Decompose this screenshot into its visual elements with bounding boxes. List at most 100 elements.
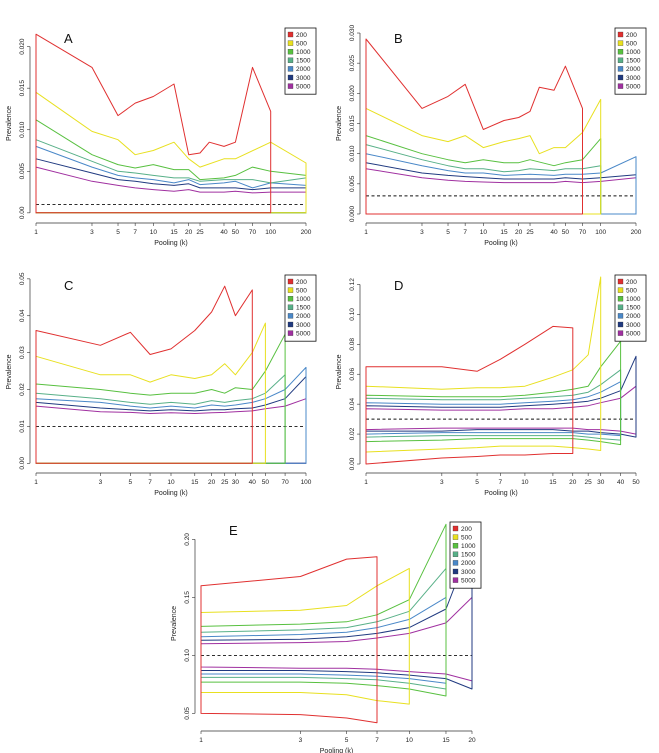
panel-d-legend-label-1500: 1500 xyxy=(626,305,641,312)
panel-d-legend-swatch-3000 xyxy=(617,321,624,328)
panel-c-legend-swatch-5000 xyxy=(287,330,294,336)
panel-a-legend-label-1500: 1500 xyxy=(296,58,311,65)
panel-d-y-tick-label: 0.00 xyxy=(349,457,356,470)
panel-d-series-1000-band xyxy=(365,340,622,446)
panel-a-series-200-band xyxy=(35,33,272,214)
panel-c-legend-swatch-200 xyxy=(287,278,294,285)
panel-b-legend-label-500: 500 xyxy=(626,40,637,47)
panel-c-x-tick-label: 30 xyxy=(232,479,240,486)
panel-e-label: E xyxy=(229,523,238,538)
panel-d-legend-label-2000: 2000 xyxy=(626,313,641,320)
panel-a-legend-label-500: 500 xyxy=(296,40,307,47)
panel-a-legend-swatch-2000 xyxy=(287,66,294,72)
panel-a-legend-swatch-1500 xyxy=(287,57,294,63)
panel-a-series-5000-band xyxy=(35,166,307,214)
panel-b-x-tick-label: 50 xyxy=(562,229,570,236)
panel-c-y-tick-label: 0.03 xyxy=(19,346,26,359)
panel-e-legend-swatch-500 xyxy=(452,534,459,540)
panel-a-x-tick-label: 7 xyxy=(133,229,137,236)
panel-c-y-axis-title: Prevalence xyxy=(6,354,13,389)
panel-e-legend-swatch-1000 xyxy=(452,543,459,549)
panel-d-x-tick-label: 25 xyxy=(585,479,593,486)
panel-d-y-axis-title: Prevalence xyxy=(336,354,343,389)
panel-c-y-tick-label: 0.02 xyxy=(19,383,26,396)
panel-d-series-2000-band xyxy=(365,381,622,437)
panel-e-legend-label-500: 500 xyxy=(461,534,472,541)
panel-b-series-200-band xyxy=(365,38,583,215)
panel-a-legend-box xyxy=(284,27,317,95)
panel-e-y-tick-label: 0.05 xyxy=(184,707,191,720)
panel-c-x-tick-label: 20 xyxy=(208,479,216,486)
panel-c-x-tick-label: 10 xyxy=(167,479,175,486)
panel-a-x-tick-label: 100 xyxy=(265,229,276,236)
panel-a-x-axis-title: Pooling (k) xyxy=(154,240,187,247)
panel-a-y-tick-label: 0.010 xyxy=(19,121,26,138)
panel-d-y-tick-label: 0.08 xyxy=(349,338,356,351)
panel-d-y-tick-label: 0.02 xyxy=(349,427,356,440)
panel-d-legend-label-500: 500 xyxy=(626,287,637,294)
panel-c-legend-label-500: 500 xyxy=(296,287,307,294)
panel-a-label: A xyxy=(64,31,73,46)
panel-a-y-tick-label: 0.015 xyxy=(19,80,26,97)
panel-b-series-500-band xyxy=(365,98,602,215)
panel-d-legend-label-200: 200 xyxy=(626,279,637,286)
panel-e-series-200-band xyxy=(200,556,378,724)
panel-d-legend-label-5000: 5000 xyxy=(626,330,641,337)
panel-b-x-tick-label: 7 xyxy=(463,229,467,236)
panel-e-legend-swatch-1500 xyxy=(452,551,459,557)
panel-c-legend-swatch-1000 xyxy=(287,296,294,302)
panel-a-series-2000-band xyxy=(35,145,307,214)
panel-e-x-tick-label: 20 xyxy=(468,737,476,744)
panel-b-y-tick-label: 0.005 xyxy=(349,175,356,192)
panel-d-x-axis-title: Pooling (k) xyxy=(484,490,517,497)
panel-a-x-tick-label: 25 xyxy=(196,229,204,236)
panel-d-x-tick-label: 1 xyxy=(364,479,368,486)
panel-b-series-3000-band xyxy=(365,162,637,215)
panel-b-legend-swatch-500 xyxy=(617,40,624,46)
panel-a-legend-swatch-500 xyxy=(287,40,294,46)
panel-c-y-tick-label: 0.00 xyxy=(19,457,26,470)
panel-e-legend-swatch-5000 xyxy=(452,577,459,583)
panel-c-x-tick-label: 25 xyxy=(221,479,229,486)
panel-a-x-tick-label: 40 xyxy=(220,229,228,236)
panel-c-legend-label-200: 200 xyxy=(296,279,307,286)
panel-a-y-tick-label: 0.020 xyxy=(19,38,26,55)
panel-b-y-tick-label: 0.020 xyxy=(349,85,356,102)
panel-a-legend-label-2000: 2000 xyxy=(296,66,311,73)
panel-b-series-1500-band xyxy=(365,144,602,215)
panel-d-x-tick-label: 40 xyxy=(617,479,625,486)
panel-a-legend-label-1000: 1000 xyxy=(296,49,311,56)
panel-d-y-tick-label: 0.12 xyxy=(349,278,356,291)
panel-b-legend-label-3000: 3000 xyxy=(626,75,641,82)
panel-a-legend-label-200: 200 xyxy=(296,32,307,39)
panel-c-series-500-band xyxy=(35,322,266,464)
panel-a-legend-swatch-5000 xyxy=(287,83,294,89)
panel-e-legend-label-3000: 3000 xyxy=(461,569,476,576)
panel-d-series-3000-band xyxy=(365,355,637,438)
panel-d-label: D xyxy=(394,278,403,293)
panel-e-y-axis-title: Prevalence xyxy=(171,606,178,641)
panel-b-x-tick-label: 25 xyxy=(526,229,534,236)
panel-b-y-tick-label: 0.015 xyxy=(349,115,356,132)
panel-c-x-tick-label: 15 xyxy=(191,479,199,486)
panel-e-y-tick-label: 0.15 xyxy=(184,591,191,604)
panel-c-series-1500-band xyxy=(35,374,286,464)
panel-c-x-tick-label: 70 xyxy=(281,479,289,486)
panel-a-x-tick-label: 200 xyxy=(301,229,312,236)
panel-e-series-3000-band xyxy=(200,541,473,690)
panel-a-x-tick-label: 50 xyxy=(232,229,240,236)
panel-c-x-tick-label: 5 xyxy=(129,479,133,486)
panel-b-legend-swatch-3000 xyxy=(617,74,624,81)
panel-a-x-tick-label: 5 xyxy=(116,229,120,236)
panel-e-series-500-band xyxy=(200,567,410,705)
panel-e-x-tick-label: 10 xyxy=(406,737,414,744)
panel-b-x-tick-label: 20 xyxy=(515,229,523,236)
panel-d-series-5000-band xyxy=(365,385,637,435)
panel-b-y-tick-label: 0.030 xyxy=(349,25,356,42)
panel-d-y-tick-label: 0.10 xyxy=(349,308,356,321)
panel-e-series-1000-band xyxy=(200,523,447,697)
panel-b-legend-swatch-5000 xyxy=(617,83,624,89)
panel-e-x-tick-label: 3 xyxy=(299,737,303,744)
panel-c-x-tick-label: 7 xyxy=(148,479,152,486)
